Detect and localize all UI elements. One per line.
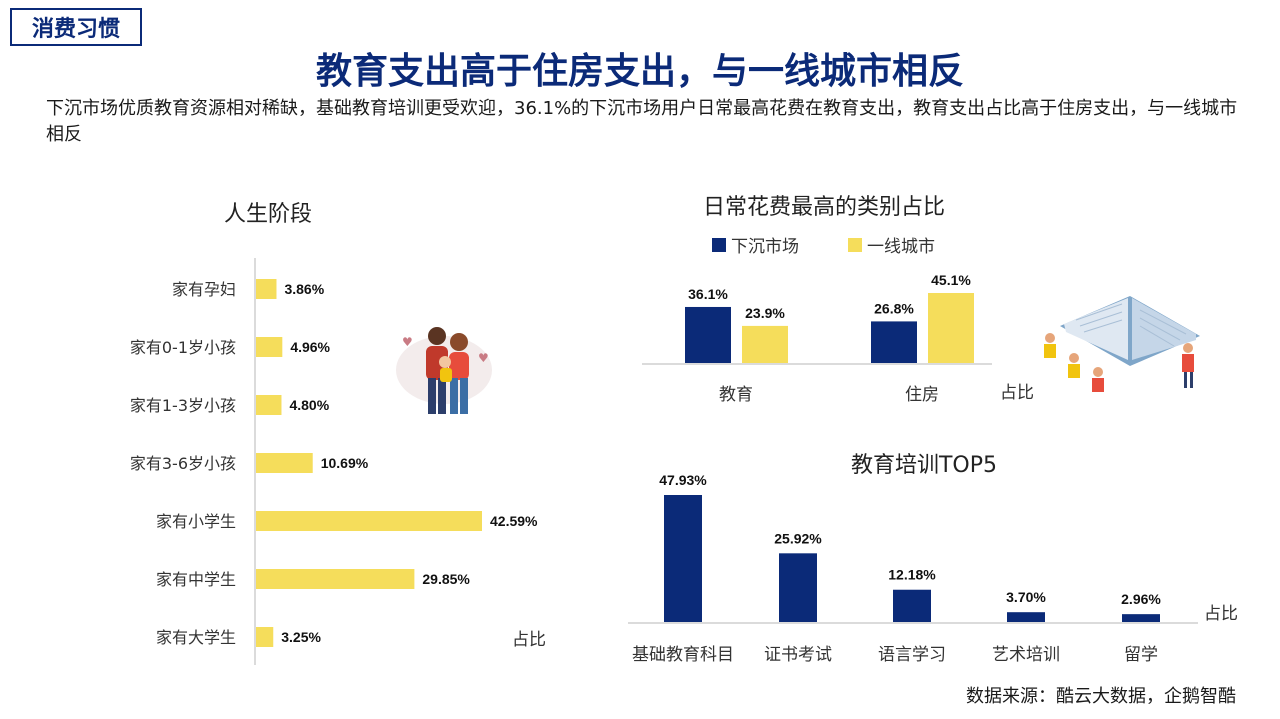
life-stage-chart-title: 人生阶段 bbox=[224, 202, 312, 227]
training-category-label: 留学 bbox=[1124, 645, 1158, 665]
life-stage-bar bbox=[256, 453, 313, 473]
book-illustration bbox=[1044, 296, 1200, 392]
expense-bar bbox=[742, 325, 788, 363]
life-stage-chart: 人生阶段 占比 家有孕妇 3.86% 家有0-1岁小孩 4.96% 家有1-3岁小孩 4.… bbox=[130, 202, 546, 665]
training-bar bbox=[1122, 614, 1160, 622]
legend-label-tier1: 一线城市 bbox=[867, 237, 935, 257]
expense-bar bbox=[685, 306, 731, 363]
training-chart-title: 教育培训TOP5 bbox=[851, 453, 997, 478]
life-stage-category-label: 家有大学生 bbox=[156, 628, 236, 647]
life-stage-value-label: 3.86% bbox=[284, 281, 324, 297]
legend-swatch-tier1 bbox=[848, 238, 862, 252]
expense-category-label: 住房 bbox=[905, 385, 939, 405]
life-stage-category-label: 家有3-6岁小孩 bbox=[130, 454, 236, 473]
life-stage-value-label: 42.59% bbox=[490, 513, 538, 529]
training-bar bbox=[893, 589, 931, 622]
life-stage-bar bbox=[256, 279, 277, 299]
training-value-label: 25.92% bbox=[774, 530, 822, 546]
svg-text:♥: ♥ bbox=[478, 351, 489, 365]
family-illustration: ♥ ♥ bbox=[396, 327, 492, 414]
life-stage-category-label: 家有小学生 bbox=[156, 512, 236, 531]
training-category-label: 基础教育科目 bbox=[632, 645, 734, 665]
expense-bar bbox=[928, 293, 974, 363]
expense-category-chart: 日常花费最高的类别占比 下沉市场 一线城市 占比 36.1% 23.9% 教育 26.… bbox=[642, 195, 1034, 405]
page-subtitle: 下沉市场优质教育资源相对稀缺，基础教育培训更受欢迎，36.1%的下沉市场用户日常… bbox=[46, 98, 1238, 145]
life-stage-category-label: 家有中学生 bbox=[156, 570, 236, 589]
expense-value-label: 45.1% bbox=[931, 272, 971, 288]
life-stage-category-label: 家有1-3岁小孩 bbox=[130, 396, 236, 415]
training-bar bbox=[664, 495, 702, 622]
legend-swatch-lower-tier bbox=[712, 238, 726, 252]
expense-value-label: 26.8% bbox=[874, 300, 914, 316]
training-value-label: 2.96% bbox=[1121, 591, 1161, 607]
training-bar bbox=[779, 553, 817, 622]
training-category-label: 语言学习 bbox=[878, 645, 946, 665]
training-top5-chart: 教育培训TOP5 占比 47.93% 基础教育科目 25.92% 证书考试 12.18%… bbox=[628, 453, 1238, 665]
training-value-label: 12.18% bbox=[888, 567, 936, 583]
life-stage-value-label: 4.96% bbox=[290, 339, 330, 355]
training-bar bbox=[1007, 612, 1045, 622]
life-stage-bar bbox=[256, 511, 482, 531]
expense-chart-title: 日常花费最高的类别占比 bbox=[703, 195, 945, 220]
data-source: 数据来源：酷云大数据，企鹅智酷 bbox=[966, 686, 1236, 707]
expense-value-label: 23.9% bbox=[745, 305, 785, 321]
life-stage-bar bbox=[256, 395, 282, 415]
training-category-label: 证书考试 bbox=[764, 645, 832, 665]
training-category-label: 艺术培训 bbox=[992, 645, 1060, 665]
life-stage-value-label: 29.85% bbox=[422, 571, 470, 587]
training-unit-label: 占比 bbox=[1204, 604, 1238, 624]
life-stage-bar bbox=[256, 337, 283, 357]
expense-category-label: 教育 bbox=[719, 385, 753, 405]
life-stage-unit-label: 占比 bbox=[512, 630, 546, 650]
life-stage-bar bbox=[256, 569, 415, 589]
life-stage-value-label: 3.25% bbox=[281, 629, 321, 645]
life-stage-value-label: 10.69% bbox=[321, 455, 369, 471]
expense-bar bbox=[871, 321, 917, 363]
section-tag: 消费习惯 bbox=[10, 8, 142, 46]
expense-value-label: 36.1% bbox=[688, 286, 728, 302]
life-stage-bar bbox=[256, 627, 274, 647]
training-value-label: 3.70% bbox=[1006, 589, 1046, 605]
life-stage-category-label: 家有0-1岁小孩 bbox=[130, 338, 236, 357]
legend-label-lower-tier: 下沉市场 bbox=[731, 237, 799, 257]
expense-unit-label: 占比 bbox=[1000, 383, 1034, 403]
life-stage-value-label: 4.80% bbox=[289, 397, 329, 413]
page-title: 教育支出高于住房支出，与一线城市相反 bbox=[315, 51, 964, 92]
svg-text:♥: ♥ bbox=[402, 335, 413, 349]
life-stage-category-label: 家有孕妇 bbox=[172, 280, 236, 299]
training-value-label: 47.93% bbox=[659, 472, 707, 488]
